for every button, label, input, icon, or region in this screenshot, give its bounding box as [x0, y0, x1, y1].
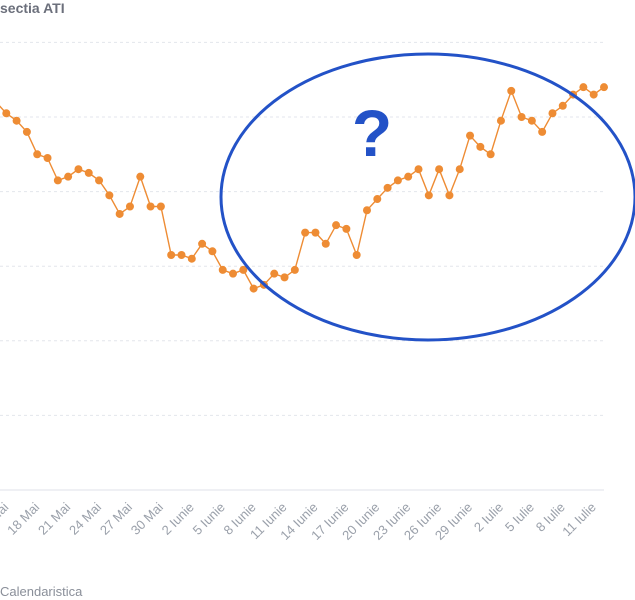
- data-point: [435, 165, 444, 174]
- data-point: [321, 239, 330, 248]
- x-tick-label: 27 Mai: [97, 499, 135, 537]
- data-point: [198, 239, 207, 248]
- data-point: [2, 109, 11, 118]
- data-point: [383, 183, 392, 192]
- data-point: [53, 176, 62, 185]
- data-point: [249, 284, 258, 293]
- data-point: [156, 202, 165, 211]
- x-tick-label: 5 Iulie: [502, 500, 537, 535]
- data-point: [280, 273, 289, 282]
- data-point: [229, 269, 238, 278]
- x-tick-label: 18 Mai: [4, 499, 42, 537]
- question-mark-annotation: ?: [352, 96, 392, 170]
- data-point: [352, 251, 361, 259]
- data-point: [486, 150, 495, 159]
- data-point: [589, 90, 598, 99]
- data-point: [558, 101, 567, 110]
- data-point: [362, 206, 371, 215]
- data-point: [146, 202, 155, 211]
- data-point: [311, 228, 320, 237]
- x-axis-label: Calendaristica: [0, 584, 83, 599]
- data-point: [125, 202, 134, 211]
- data-point: [548, 109, 557, 118]
- data-point: [332, 221, 341, 230]
- data-point: [466, 131, 475, 140]
- data-point: [95, 176, 104, 185]
- data-point: [177, 251, 186, 259]
- data-point: [424, 191, 433, 200]
- data-point: [414, 165, 423, 174]
- x-tick-label: 24 Mai: [66, 499, 104, 537]
- x-tick-label: 2 Iulie: [471, 500, 506, 535]
- x-tick-label: 5 Iunie: [190, 500, 228, 538]
- chart-title: sectia ATI: [0, 0, 65, 16]
- gridlines: [0, 41, 604, 416]
- data-point: [404, 172, 413, 181]
- data-point: [290, 265, 299, 274]
- data-point: [22, 127, 31, 136]
- data-point: [496, 116, 505, 125]
- data-point: [136, 172, 145, 181]
- data-point: [105, 191, 114, 200]
- data-point: [579, 83, 588, 92]
- data-point: [187, 254, 196, 263]
- data-point: [115, 209, 124, 218]
- data-point: [600, 83, 608, 92]
- data-point: [33, 150, 42, 159]
- data-point: [507, 86, 516, 95]
- data-point: [12, 116, 21, 125]
- x-tick-label: 21 Mai: [35, 499, 73, 537]
- data-point: [218, 265, 227, 274]
- data-point: [455, 165, 464, 174]
- data-point: [527, 116, 536, 125]
- series-points: [2, 83, 608, 293]
- data-point: [517, 112, 526, 121]
- data-point: [64, 172, 73, 181]
- data-point: [270, 269, 279, 278]
- x-tick-label: 30 Mai: [128, 499, 166, 537]
- data-point: [342, 224, 351, 233]
- data-point: [239, 265, 248, 274]
- x-tick-label: 2 Iunie: [159, 500, 197, 538]
- data-point: [84, 168, 93, 177]
- data-point: [301, 228, 310, 237]
- data-point: [393, 176, 402, 185]
- data-point: [74, 165, 83, 174]
- data-point: [208, 247, 217, 256]
- x-tick-label: 11 Iulie: [559, 500, 599, 540]
- data-point: [167, 251, 176, 259]
- data-point: [43, 154, 52, 163]
- data-point: [538, 127, 547, 136]
- data-point: [445, 191, 454, 200]
- data-point: [476, 142, 485, 151]
- annotation-ellipse: [219, 52, 635, 342]
- data-point: [373, 195, 382, 204]
